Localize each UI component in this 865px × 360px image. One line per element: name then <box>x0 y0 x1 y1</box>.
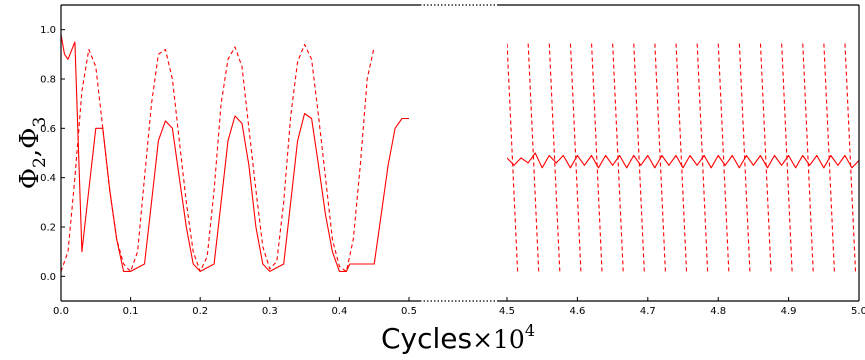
y-tick-label: 0.0 <box>40 272 56 283</box>
series-line-right-solid <box>507 152 859 169</box>
series-dashed-segment <box>569 41 582 272</box>
x-tick-label: 4.9 <box>781 306 797 317</box>
x-tick-label: 0.2 <box>192 306 208 317</box>
series-dashed-segment <box>823 41 835 272</box>
series-dashed-segment <box>696 41 709 272</box>
y-tick-label: 1.0 <box>40 25 56 36</box>
x-tick-label: 0.1 <box>123 306 139 317</box>
series-dashed-segment <box>781 41 793 272</box>
ylabel-comma: , <box>15 149 45 157</box>
x-axis-label: Cycles×104 <box>381 321 535 355</box>
series-dashed-segment <box>802 41 814 272</box>
series-dashed-segment <box>633 41 645 272</box>
xlabel-exponent: 4 <box>525 321 535 340</box>
x-tick-label: 4.8 <box>710 306 726 317</box>
x-tick-label: 0.4 <box>331 306 347 317</box>
x-tick-label: 0.5 <box>401 306 417 317</box>
series-dashed-segment <box>738 41 751 272</box>
series-dashed-segment <box>507 41 519 272</box>
y-tick-label: 0.8 <box>40 75 56 86</box>
plot-frame <box>60 4 860 302</box>
y-tick-label: 0.6 <box>40 124 56 135</box>
series-dashed-segment <box>590 41 603 272</box>
series-dashed-segment <box>654 41 666 272</box>
xlabel-text: Cycles <box>381 322 472 355</box>
x-tick-label: 4.6 <box>569 306 585 317</box>
series-line-left-dashed <box>61 43 375 272</box>
series-dashed-segment <box>844 41 857 272</box>
y-tick-label: 0.2 <box>40 223 56 234</box>
series-dashed-segment <box>675 41 688 272</box>
y-tick-label: 0.4 <box>40 173 56 184</box>
y-axis: 0.0 0.2 0.4 0.6 0.8 1.0 <box>40 25 65 283</box>
x-tick-label: 5.0 <box>851 306 865 317</box>
series-dashed-segment <box>527 41 540 272</box>
ylabel-sub-2: 2 <box>30 157 50 168</box>
series-dashed-segment <box>759 41 772 272</box>
x-tick-label: 0.0 <box>53 306 69 317</box>
series-dashed-segment <box>612 41 624 272</box>
y-axis-label: Φ2,Φ3 <box>15 117 50 190</box>
x-tick-label: 4.7 <box>640 306 656 317</box>
ylabel-phi-2: Φ <box>15 128 45 149</box>
series-right-panel <box>507 41 859 272</box>
ylabel-phi-1: Φ <box>15 168 45 189</box>
axis-break-dotted <box>420 4 497 302</box>
series-left-panel <box>61 34 409 272</box>
series-dashed-segment <box>548 41 561 272</box>
x-tick-label: 4.5 <box>499 306 515 317</box>
ylabel-sub-3: 3 <box>30 117 50 128</box>
series-dashed-segment <box>717 41 730 272</box>
x-tick-label: 0.3 <box>262 306 278 317</box>
xlabel-multiplier: ×10 <box>472 325 525 354</box>
